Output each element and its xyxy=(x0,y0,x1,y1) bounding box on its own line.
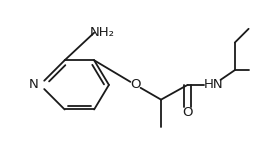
Text: N: N xyxy=(28,78,38,91)
Text: O: O xyxy=(130,78,141,91)
Text: HN: HN xyxy=(203,78,223,91)
Text: O: O xyxy=(182,106,193,119)
Text: NH₂: NH₂ xyxy=(89,26,115,39)
